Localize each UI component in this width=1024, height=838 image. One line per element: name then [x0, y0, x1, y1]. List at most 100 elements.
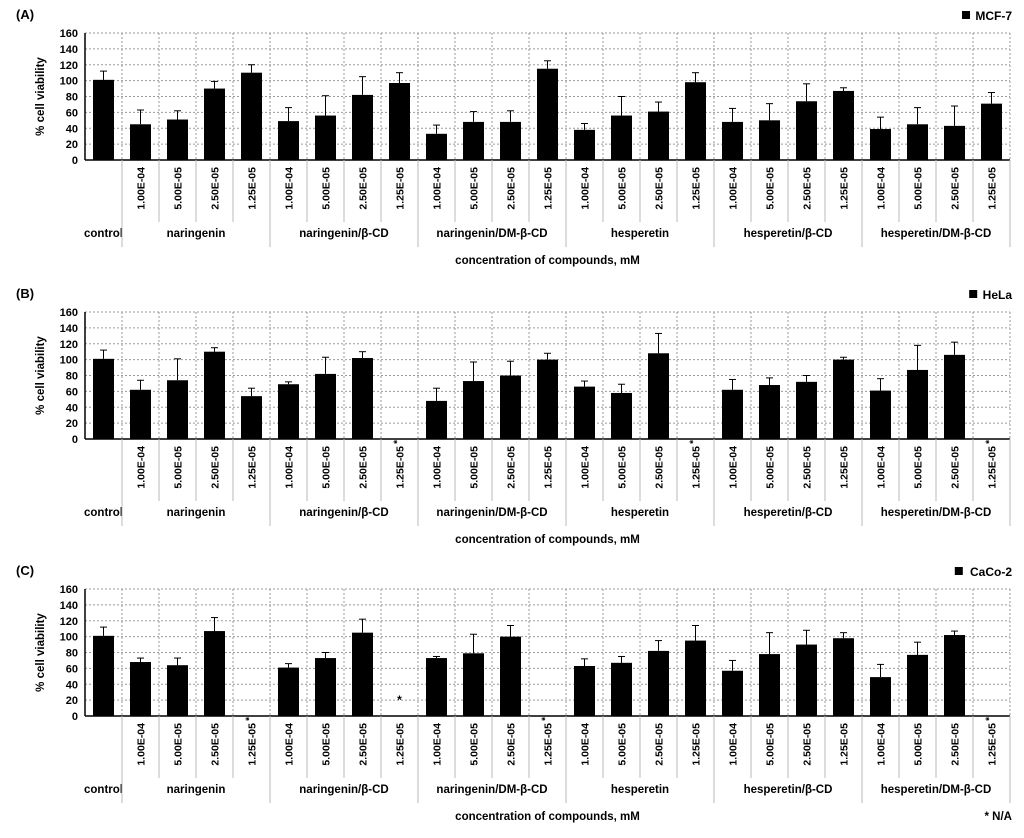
x-tick-label: 1.25E-05 — [395, 446, 407, 489]
bar — [722, 121, 743, 160]
group-label: naringenin/β-CD — [299, 784, 388, 796]
bar — [870, 129, 891, 160]
y-tick-label: 20 — [66, 139, 78, 151]
bar — [833, 359, 854, 439]
y-tick-label: 160 — [60, 584, 78, 596]
x-tick-label: 5.00E-05 — [617, 723, 629, 766]
x-tick-label: 1.25E-05 — [543, 723, 555, 766]
x-tick-label: 5.00E-05 — [617, 167, 629, 210]
x-tick-label: 5.00E-05 — [913, 167, 925, 210]
bar — [574, 129, 595, 160]
y-tick-label: 40 — [66, 402, 78, 414]
x-tick-label: 1.25E-05 — [839, 446, 851, 489]
na-asterisk-plot: * — [397, 693, 402, 707]
group-label: naringenin — [167, 228, 226, 240]
y-tick-label: 0 — [72, 711, 78, 723]
y-tick-label: 100 — [60, 355, 78, 367]
y-tick-label: 60 — [66, 107, 78, 119]
x-tick-label: 5.00E-05 — [765, 723, 777, 766]
x-tick-label: 5.00E-05 — [913, 723, 925, 766]
x-tick-label: 1.25E-05 — [543, 167, 555, 210]
na-asterisk-label: * — [245, 717, 256, 721]
x-tick-label: 5.00E-05 — [913, 446, 925, 489]
bar — [870, 390, 891, 439]
x-tick-label: 1.00E-04 — [728, 723, 740, 766]
panel-tag: (B) — [16, 286, 34, 301]
x-tick-label: 1.00E-04 — [284, 723, 296, 766]
bar — [611, 392, 632, 439]
x-tick-label: 1.25E-05 — [395, 167, 407, 210]
x-tick-label: 5.00E-05 — [469, 446, 481, 489]
y-tick-label: 80 — [66, 92, 78, 104]
bar — [833, 90, 854, 160]
bar — [278, 667, 299, 716]
group-label: hesperetin/β-CD — [744, 228, 833, 240]
x-tick-label: 5.00E-05 — [173, 167, 185, 210]
x-tick-label: 1.00E-04 — [728, 446, 740, 489]
x-tick-label: 2.50E-05 — [654, 167, 666, 210]
y-tick-label: 160 — [60, 28, 78, 40]
bar — [759, 654, 780, 716]
bar — [204, 88, 225, 160]
y-tick-label: 100 — [60, 76, 78, 88]
bar — [167, 665, 188, 716]
x-tick-label: 1.25E-05 — [691, 167, 703, 210]
x-tick-label: 2.50E-05 — [654, 446, 666, 489]
bar — [352, 94, 373, 160]
x-tick-label: 2.50E-05 — [950, 446, 962, 489]
x-tick-label: 5.00E-05 — [617, 446, 629, 489]
bar — [574, 386, 595, 439]
bar — [204, 351, 225, 439]
x-tick-label: 1.00E-04 — [876, 167, 888, 210]
y-tick-label: 140 — [60, 600, 78, 612]
bar — [352, 632, 373, 716]
bar — [241, 396, 262, 439]
x-tick-label: 1.00E-04 — [136, 446, 148, 489]
x-tick-label: 1.00E-04 — [136, 723, 148, 766]
x-axis-title: concentration of compounds, mM — [455, 534, 640, 546]
x-tick-label: 1.00E-04 — [432, 167, 444, 210]
group-label: hesperetin — [611, 784, 669, 796]
x-axis-title: concentration of compounds, mM — [455, 255, 640, 267]
y-tick-label: 0 — [72, 434, 78, 446]
na-asterisk-label: * — [393, 440, 404, 444]
y-tick-label: 140 — [60, 44, 78, 56]
bar — [130, 662, 151, 716]
bar — [500, 636, 521, 716]
bar — [685, 82, 706, 160]
bar — [93, 635, 114, 716]
bar — [648, 650, 669, 716]
panel-tag: (A) — [16, 7, 34, 22]
legend-marker-square — [962, 11, 970, 19]
y-tick-label: 120 — [60, 616, 78, 628]
bar — [796, 381, 817, 439]
bar — [907, 654, 928, 716]
x-tick-label: 2.50E-05 — [802, 723, 814, 766]
bar — [648, 353, 669, 439]
group-label: naringenin — [167, 507, 226, 519]
chart-HeLa: 0 20 40 60 80 100 120 140 160 1.00E-04 5.00E-05 2.5… — [16, 286, 1013, 546]
chart-CaCo-2: 0 20 40 60 80 100 120 140 160 1.00E-04 5.00E-05 2.5… — [16, 563, 1012, 823]
bar — [93, 358, 114, 439]
legend-label: HeLa — [983, 288, 1013, 302]
x-tick-label: 5.00E-05 — [469, 167, 481, 210]
x-tick-label: 1.25E-05 — [543, 446, 555, 489]
x-axis-title: concentration of compounds, mM — [455, 811, 640, 823]
bar — [907, 369, 928, 439]
x-tick-label: 2.50E-05 — [506, 167, 518, 210]
group-label: control — [84, 507, 123, 519]
bar — [907, 124, 928, 160]
bar — [352, 358, 373, 439]
na-asterisk-label: * — [689, 440, 700, 444]
x-tick-label: 1.00E-04 — [580, 723, 592, 766]
bar — [574, 665, 595, 716]
group-label: naringenin/β-CD — [299, 507, 388, 519]
x-tick-label: 5.00E-05 — [469, 723, 481, 766]
y-tick-label: 120 — [60, 60, 78, 72]
bar — [500, 121, 521, 160]
group-label: naringenin/DM-β-CD — [436, 784, 547, 796]
x-tick-label: 1.25E-05 — [691, 446, 703, 489]
x-tick-label: 1.25E-05 — [839, 167, 851, 210]
bar — [93, 79, 114, 160]
bar — [426, 133, 447, 160]
